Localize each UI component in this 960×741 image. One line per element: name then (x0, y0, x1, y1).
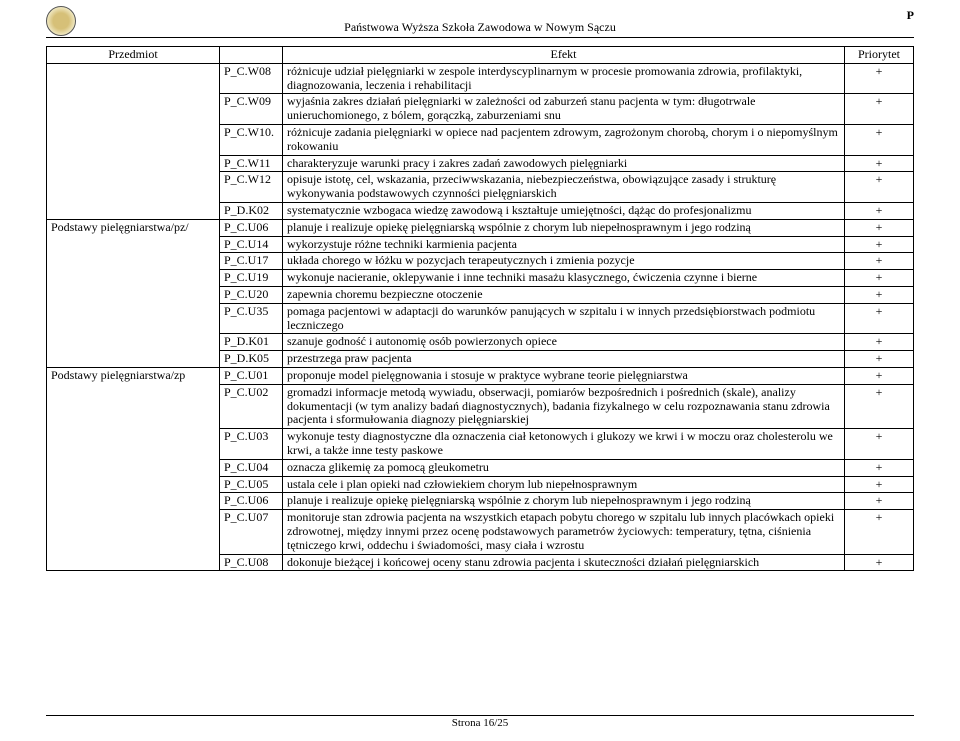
code-cell: P_C.U35 (220, 303, 283, 334)
code-cell: P_C.W08 (220, 63, 283, 94)
effect-cell: ustala cele i plan opieki nad człowiekie… (283, 476, 845, 493)
priority-cell: + (845, 476, 914, 493)
effect-cell: szanuje godność i autonomię osób powierz… (283, 334, 845, 351)
priority-cell: + (845, 303, 914, 334)
header-right: P (907, 8, 914, 23)
col-code (220, 47, 283, 64)
priority-cell: + (845, 429, 914, 460)
table-row: P_C.W08różnicuje udział pielęgniarki w z… (47, 63, 914, 94)
effect-cell: gromadzi informacje metodą wywiadu, obse… (283, 384, 845, 428)
table-row: Podstawy pielęgniarstwa/pz/P_C.U06planuj… (47, 219, 914, 236)
code-cell: P_C.U08 (220, 554, 283, 571)
priority-cell: + (845, 351, 914, 368)
effect-cell: pomaga pacjentowi w adaptacji do warunkó… (283, 303, 845, 334)
effect-cell: oznacza glikemię za pomocą gleukometru (283, 459, 845, 476)
code-cell: P_C.U20 (220, 286, 283, 303)
code-cell: P_C.W11 (220, 155, 283, 172)
subject-cell (47, 63, 220, 219)
code-cell: P_C.U03 (220, 429, 283, 460)
effect-cell: wykonuje testy diagnostyczne dla oznacze… (283, 429, 845, 460)
subject-cell: Podstawy pielęgniarstwa/zp (47, 367, 220, 570)
page-footer: Strona 16/25 (46, 715, 914, 729)
table-header-row: Przedmiot Efekt Priorytet (47, 47, 914, 64)
page: Państwowa Wyższa Szkoła Zawodowa w Nowym… (0, 0, 960, 741)
priority-cell: + (845, 510, 914, 554)
effect-cell: układa chorego w łóżku w pozycjach terap… (283, 253, 845, 270)
code-cell: P_C.U17 (220, 253, 283, 270)
code-cell: P_C.W10. (220, 124, 283, 155)
priority-cell: + (845, 270, 914, 287)
priority-cell: + (845, 554, 914, 571)
priority-cell: + (845, 63, 914, 94)
priority-cell: + (845, 202, 914, 219)
effect-cell: wykonuje nacieranie, oklepywanie i inne … (283, 270, 845, 287)
priority-cell: + (845, 94, 914, 125)
priority-cell: + (845, 124, 914, 155)
priority-cell: + (845, 459, 914, 476)
priority-cell: + (845, 253, 914, 270)
effect-cell: proponuje model pielęgnowania i stosuje … (283, 367, 845, 384)
col-effect: Efekt (283, 47, 845, 64)
effect-cell: wykorzystuje różne techniki karmienia pa… (283, 236, 845, 253)
effect-cell: wyjaśnia zakres działań pielęgniarki w z… (283, 94, 845, 125)
priority-cell: + (845, 367, 914, 384)
priority-cell: + (845, 172, 914, 203)
priority-cell: + (845, 236, 914, 253)
effect-cell: opisuje istotę, cel, wskazania, przeciww… (283, 172, 845, 203)
effect-cell: charakteryzuje warunki pracy i zakres za… (283, 155, 845, 172)
effect-cell: systematycznie wzbogaca wiedzę zawodową … (283, 202, 845, 219)
code-cell: P_D.K05 (220, 351, 283, 368)
page-header: Państwowa Wyższa Szkoła Zawodowa w Nowym… (46, 20, 914, 38)
effects-table: Przedmiot Efekt Priorytet P_C.W08różnicu… (46, 46, 914, 571)
code-cell: P_C.U04 (220, 459, 283, 476)
code-cell: P_D.K01 (220, 334, 283, 351)
table-row: Podstawy pielęgniarstwa/zpP_C.U01proponu… (47, 367, 914, 384)
code-cell: P_C.W09 (220, 94, 283, 125)
col-subject: Przedmiot (47, 47, 220, 64)
code-cell: P_C.U06 (220, 219, 283, 236)
effect-cell: monitoruje stan zdrowia pacjenta na wszy… (283, 510, 845, 554)
effect-cell: zapewnia choremu bezpieczne otoczenie (283, 286, 845, 303)
col-priority: Priorytet (845, 47, 914, 64)
code-cell: P_C.U19 (220, 270, 283, 287)
priority-cell: + (845, 155, 914, 172)
priority-cell: + (845, 384, 914, 428)
priority-cell: + (845, 334, 914, 351)
effect-cell: planuje i realizuje opiekę pielęgniarską… (283, 219, 845, 236)
code-cell: P_C.U14 (220, 236, 283, 253)
effect-cell: dokonuje bieżącej i końcowej oceny stanu… (283, 554, 845, 571)
code-cell: P_C.U01 (220, 367, 283, 384)
code-cell: P_C.U06 (220, 493, 283, 510)
effect-cell: planuje i realizuje opiekę pielęgniarską… (283, 493, 845, 510)
priority-cell: + (845, 493, 914, 510)
priority-cell: + (845, 286, 914, 303)
subject-cell: Podstawy pielęgniarstwa/pz/ (47, 219, 220, 367)
code-cell: P_C.W12 (220, 172, 283, 203)
effect-cell: przestrzega praw pacjenta (283, 351, 845, 368)
code-cell: P_C.U02 (220, 384, 283, 428)
effect-cell: różnicuje zadania pielęgniarki w opiece … (283, 124, 845, 155)
code-cell: P_D.K02 (220, 202, 283, 219)
code-cell: P_C.U07 (220, 510, 283, 554)
header-title: Państwowa Wyższa Szkoła Zawodowa w Nowym… (344, 20, 616, 34)
code-cell: P_C.U05 (220, 476, 283, 493)
effect-cell: różnicuje udział pielęgniarki w zespole … (283, 63, 845, 94)
priority-cell: + (845, 219, 914, 236)
